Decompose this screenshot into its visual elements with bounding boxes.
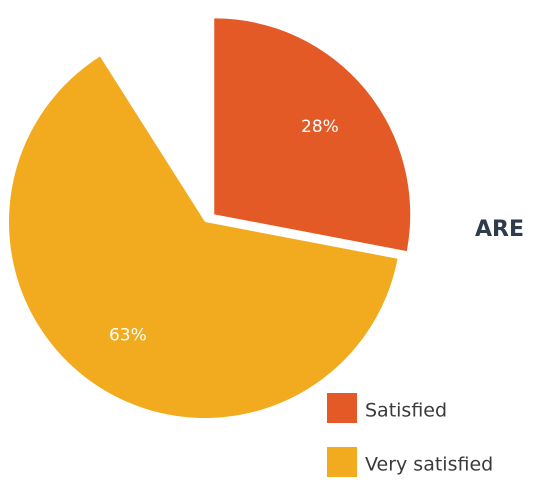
slice-label: 63%: [109, 325, 147, 345]
legend-label: Very satisfied: [365, 454, 493, 476]
chart-title: ARE: [475, 217, 524, 242]
pie-slice: [8, 56, 398, 418]
legend-label: Satisfied: [365, 400, 447, 422]
legend-swatch: [327, 393, 357, 423]
pie-slice: [214, 18, 411, 252]
slice-label: 28%: [301, 117, 339, 137]
legend-swatch: [327, 447, 357, 477]
